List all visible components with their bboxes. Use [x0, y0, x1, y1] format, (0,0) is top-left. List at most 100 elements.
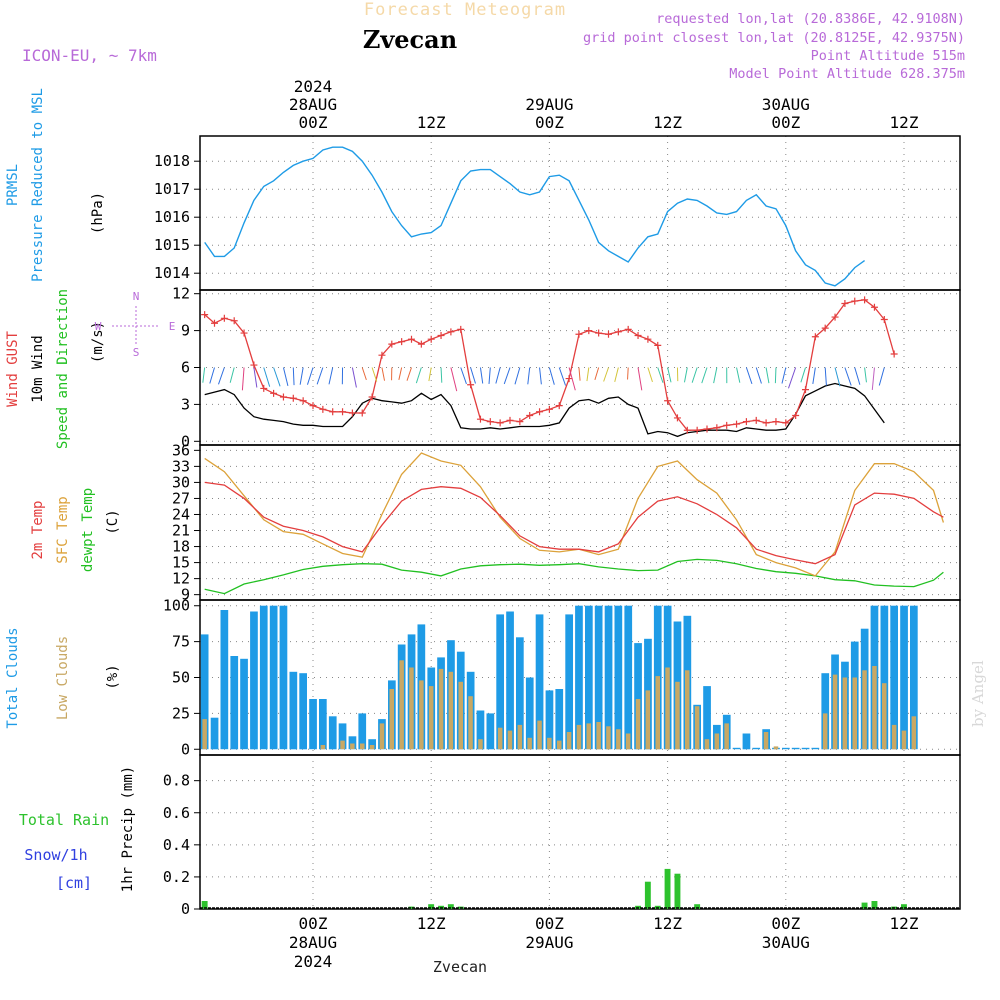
rain-bar [674, 873, 681, 909]
compass-cross [112, 306, 160, 346]
wind-direction-arrow [788, 367, 797, 389]
gust-marker [230, 317, 238, 325]
total-cloud-bar [742, 733, 751, 750]
wind-direction-arrow [765, 367, 770, 384]
total-cloud-bar [821, 673, 830, 750]
total-cloud-bar [476, 710, 485, 750]
wind-direction-arrow [568, 367, 576, 391]
panel-ylabel: PRMSL [5, 164, 21, 206]
gust-marker [368, 393, 376, 401]
bottom-axis-time: 00Z [535, 914, 564, 933]
gust-marker [388, 340, 396, 348]
point-altitude: Point Altitude 515m [811, 48, 965, 64]
total-cloud-bar [328, 716, 337, 750]
total-cloud-bar [752, 747, 761, 750]
bottom-axis-date: 30AUG [762, 933, 810, 952]
panel-unit: (hPa) [90, 192, 106, 234]
y-tick-label: 30 [172, 473, 190, 491]
y-tick-label: 0.4 [163, 836, 190, 854]
low-cloud-bar [625, 733, 631, 750]
footer-location: Zvecan [433, 958, 487, 976]
y-tick-label: 18 [172, 538, 190, 556]
y-tick-label: 1018 [154, 152, 190, 170]
total-cloud-bar [338, 723, 347, 750]
gust-marker [683, 426, 691, 434]
wind-direction-arrow [361, 367, 367, 381]
gust-marker [870, 303, 878, 311]
y-tick-label: 24 [172, 505, 190, 523]
y-tick-label: 0.8 [163, 772, 190, 790]
panel-ylabel: 2m Temp [30, 500, 46, 559]
gust-marker [486, 418, 494, 426]
low-cloud-bar [350, 743, 355, 750]
panel-ylabel: Low Clouds [55, 636, 71, 720]
y-tick-label: 0.2 [163, 868, 190, 886]
wind-direction-arrow [745, 367, 753, 385]
bottom-axis-date: 29AUG [525, 933, 573, 952]
wind-direction-arrow [854, 367, 861, 385]
wind-direction-arrow [470, 367, 476, 384]
panel-frame [199, 444, 961, 601]
rain-bar [664, 868, 671, 909]
wind-direction-arrow [871, 367, 875, 390]
total-cloud-bar [525, 677, 534, 750]
low-cloud-bar [497, 727, 503, 750]
bottom-axis-time: 12Z [417, 914, 446, 933]
gust-marker [772, 418, 780, 426]
y-tick-label: 9 [181, 322, 190, 340]
gust-marker [260, 384, 268, 392]
t2m-line [204, 481, 944, 565]
y-tick-label: 12 [172, 285, 190, 303]
gust-marker [851, 297, 859, 305]
wind-direction-arrow [864, 367, 867, 383]
precip-label-rain: Total Rain [19, 811, 109, 829]
wind-direction-arrow [241, 367, 245, 391]
total-cloud-bar [575, 605, 583, 750]
wind-direction-arrow [514, 367, 521, 385]
gust-marker [339, 408, 347, 416]
low-cloud-bar [862, 670, 867, 750]
wind-direction-arrow [218, 367, 225, 385]
wind-direction-arrow [527, 367, 531, 385]
gust-marker [595, 329, 603, 337]
low-cloud-bar [320, 745, 326, 750]
gust-marker [437, 332, 445, 340]
wind-direction-arrow [0, 0, 904, 368]
gust-marker [565, 375, 573, 383]
low-cloud-bar [468, 696, 473, 750]
low-cloud-bar [872, 666, 877, 750]
wind-direction-arrow [381, 367, 386, 381]
total-cloud-bar [585, 605, 593, 750]
low-cloud-bar [891, 724, 897, 750]
gust-marker [309, 402, 317, 410]
wind-direction-arrow [299, 367, 304, 385]
location-title: Zvecan [363, 25, 457, 54]
low-cloud-bar [389, 689, 394, 750]
gust-marker [299, 397, 307, 405]
total-cloud-bar [565, 614, 573, 750]
low-cloud-bar [458, 681, 463, 750]
total-cloud-bar [240, 658, 248, 750]
gust-marker [752, 416, 760, 424]
y-tick-label: 27 [172, 489, 190, 507]
compass-west: W [95, 320, 102, 333]
total-cloud-bar [289, 671, 298, 750]
bottom-axis-time: 12Z [653, 914, 682, 933]
wind-direction-arrow [878, 367, 885, 386]
low-cloud-bar [694, 706, 700, 750]
total-cloud-bar [210, 717, 219, 750]
total-cloud-bar [594, 605, 603, 750]
y-tick-label: 1016 [154, 208, 190, 226]
low-cloud-bar [340, 740, 345, 750]
y-tick-label: 9 [181, 586, 190, 604]
low-cloud-bar [360, 743, 365, 750]
total-cloud-bar [624, 605, 633, 750]
gust-marker [723, 421, 731, 429]
wind-direction-arrow [774, 367, 777, 384]
wind-direction-arrow [586, 367, 590, 382]
panel-unit: 1hr Precip (mm) [120, 766, 136, 892]
gust-marker [319, 405, 327, 413]
wind-direction-arrow [351, 367, 357, 388]
wind-direction-arrow [539, 367, 542, 385]
wind-direction-arrow [398, 367, 403, 381]
